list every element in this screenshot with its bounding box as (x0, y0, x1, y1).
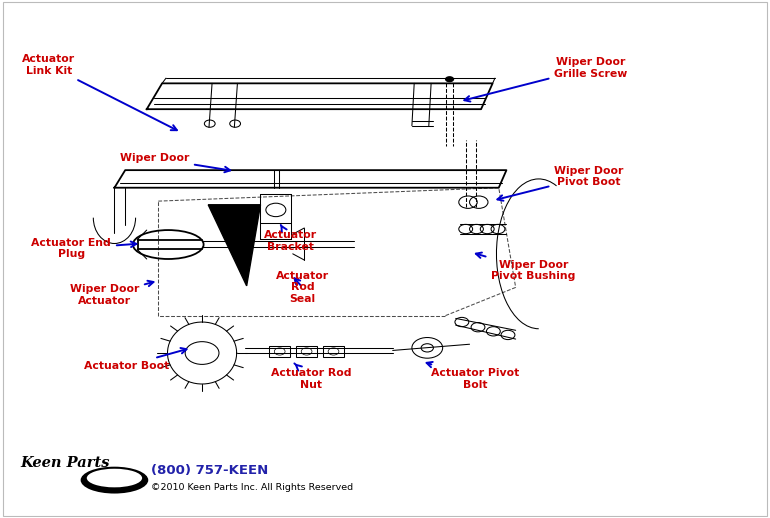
Text: ©2010 Keen Parts Inc. All Rights Reserved: ©2010 Keen Parts Inc. All Rights Reserve… (151, 483, 353, 492)
Text: Wiper Door: Wiper Door (120, 153, 230, 172)
Bar (323, 346, 344, 357)
Text: Actuator Boot: Actuator Boot (84, 348, 186, 371)
Text: Actuator End
Plug: Actuator End Plug (32, 238, 136, 260)
Text: Wiper Door
Actuator: Wiper Door Actuator (70, 281, 153, 306)
Text: Wiper Door
Pivot Boot: Wiper Door Pivot Boot (497, 166, 624, 201)
Text: Actuator
Rod
Seal: Actuator Rod Seal (276, 271, 329, 304)
Ellipse shape (87, 469, 142, 487)
Text: Actuator
Bracket: Actuator Bracket (263, 225, 316, 252)
Text: Keen Parts: Keen Parts (20, 456, 109, 470)
Text: Wiper Door
Pivot Bushing: Wiper Door Pivot Bushing (476, 253, 575, 281)
Polygon shape (208, 205, 260, 286)
Text: (800) 757-KEEN: (800) 757-KEEN (151, 464, 268, 477)
Text: Actuator Rod
Nut: Actuator Rod Nut (271, 364, 352, 390)
Text: Actuator Pivot
Bolt: Actuator Pivot Bolt (427, 362, 520, 390)
Circle shape (445, 76, 454, 82)
Bar (296, 346, 317, 357)
Ellipse shape (81, 467, 149, 494)
Text: Wiper Door
Grille Screw: Wiper Door Grille Screw (464, 57, 628, 102)
Text: Actuator
Link Kit: Actuator Link Kit (22, 54, 177, 130)
Bar (269, 346, 290, 357)
